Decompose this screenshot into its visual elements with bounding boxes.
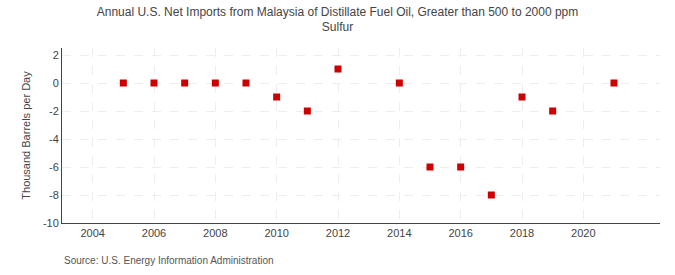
svg-text:Thousand Barrels per Day: Thousand Barrels per Day — [20, 71, 32, 200]
svg-text:2: 2 — [53, 49, 59, 61]
svg-text:Source: U.S. Energy Informatio: Source: U.S. Energy Information Administ… — [64, 255, 274, 266]
svg-text:2006: 2006 — [142, 227, 166, 239]
svg-text:-2: -2 — [49, 105, 59, 117]
svg-text:-8: -8 — [49, 189, 59, 201]
svg-text:2020: 2020 — [571, 227, 595, 239]
svg-text:2008: 2008 — [203, 227, 227, 239]
svg-text:2014: 2014 — [387, 227, 411, 239]
svg-text:0: 0 — [53, 77, 59, 89]
svg-text:-6: -6 — [49, 161, 59, 173]
svg-text:2018: 2018 — [510, 227, 534, 239]
svg-text:Annual U.S. Net Imports from M: Annual U.S. Net Imports from Malaysia of… — [97, 5, 579, 35]
svg-text:2012: 2012 — [326, 227, 350, 239]
svg-text:-4: -4 — [49, 133, 59, 145]
svg-text:2016: 2016 — [448, 227, 472, 239]
svg-text:-10: -10 — [43, 217, 59, 229]
svg-text:2004: 2004 — [80, 227, 104, 239]
svg-text:2010: 2010 — [264, 227, 288, 239]
